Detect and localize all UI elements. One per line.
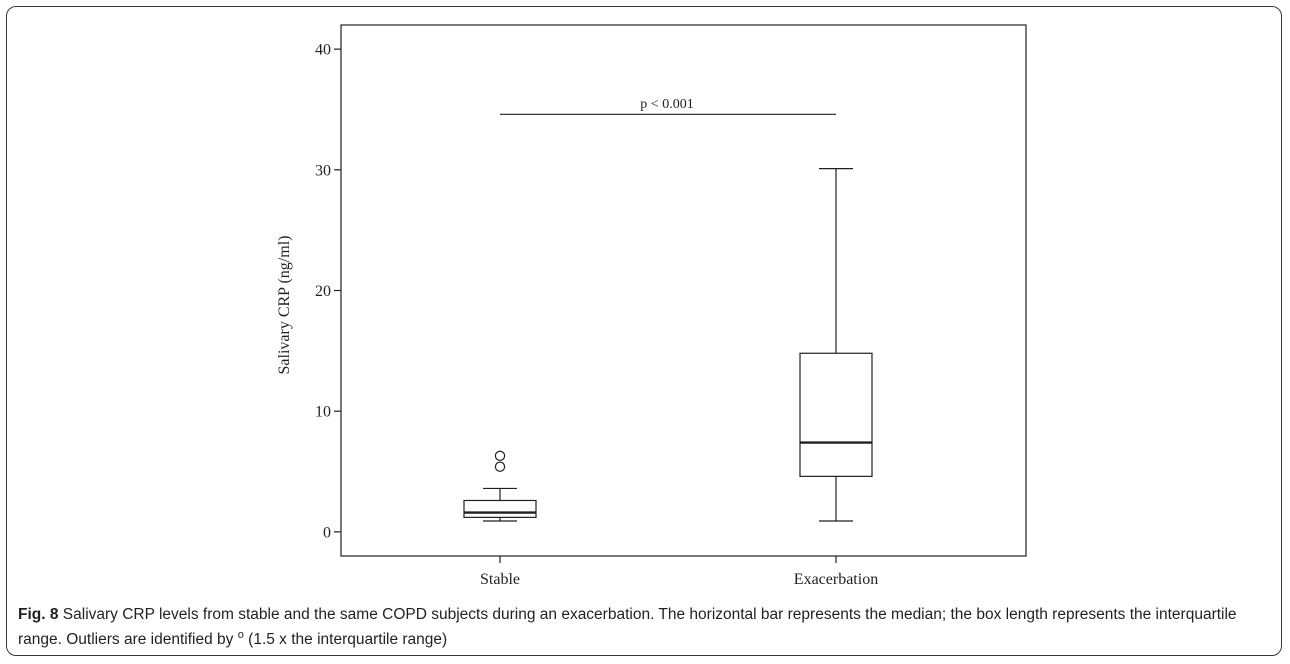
y-tick-label: 0 xyxy=(323,524,331,541)
iqr-box xyxy=(799,352,873,477)
x-tick-label: Exacerbation xyxy=(794,571,878,588)
caption-text: Salivary CRP levels from stable and the … xyxy=(18,606,1237,649)
y-tick-label: 20 xyxy=(315,283,331,300)
figure-caption: Fig. 8 Salivary CRP levels from stable a… xyxy=(18,604,1268,650)
outlier-point xyxy=(494,461,506,472)
y-tick-label: 40 xyxy=(315,42,331,59)
outlier-symbol: o xyxy=(237,629,244,641)
caption-label: Fig. 8 xyxy=(18,606,59,623)
x-tick-label: Stable xyxy=(480,571,520,588)
caption-tail: (1.5 x the interquartile range) xyxy=(248,631,448,649)
y-tick-label: 30 xyxy=(315,162,331,179)
y-tick-label: 10 xyxy=(315,404,331,421)
y-axis-label: Salivary CRP (ng/ml) xyxy=(276,236,293,375)
iqr-box xyxy=(463,499,537,518)
p-value-annotation: p < 0.001 xyxy=(640,97,693,112)
outlier-point xyxy=(494,450,506,462)
